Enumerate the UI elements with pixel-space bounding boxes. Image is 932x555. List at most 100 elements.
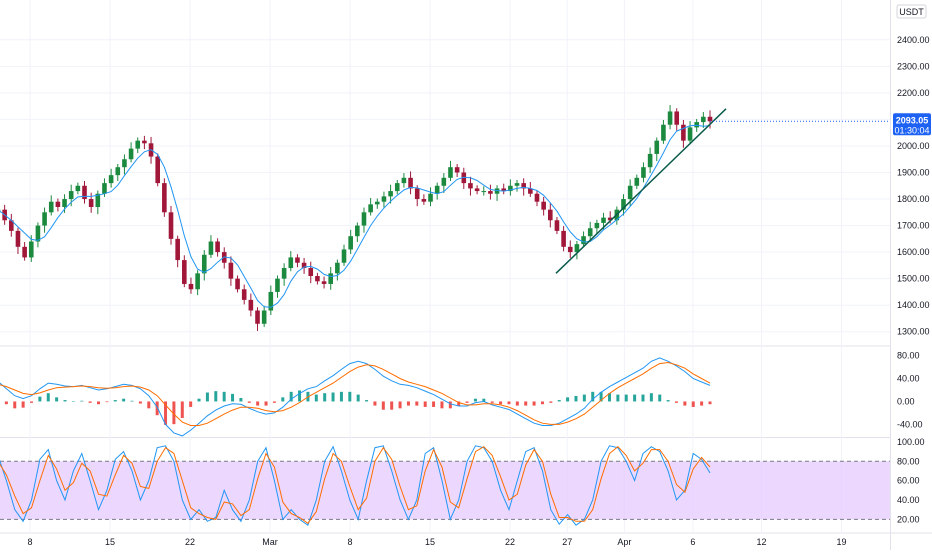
macd-histogram-bar — [64, 400, 67, 401]
time-tick-label: 22 — [185, 537, 195, 547]
stochastic-band — [0, 461, 890, 519]
candle-up — [135, 141, 140, 149]
macd-histogram-bar — [373, 401, 376, 405]
price-axis[interactable]: 2400.002300.002200.002100.002000.001900.… — [897, 35, 930, 525]
candle-up — [29, 242, 34, 258]
macd-histogram-bar — [256, 401, 259, 405]
macd-tick-label: 0.00 — [897, 396, 915, 406]
candle-up — [342, 249, 347, 262]
candle-up — [355, 226, 360, 237]
candle-up — [694, 122, 699, 127]
candle-up — [49, 202, 54, 213]
price-tick-label: 1700.00 — [897, 221, 930, 231]
candle-down — [229, 263, 234, 279]
macd-histogram-bar — [189, 401, 192, 407]
macd-histogram-bar — [181, 401, 184, 418]
macd-histogram-bar — [22, 401, 25, 407]
candle-down — [541, 202, 546, 210]
macd-histogram-bar — [474, 399, 477, 402]
macd-histogram-bar — [80, 401, 83, 402]
candle-up — [402, 178, 407, 183]
candle-up — [42, 212, 47, 225]
candle-down — [561, 231, 566, 247]
time-tick-label: 15 — [105, 537, 115, 547]
macd-histogram-bar — [709, 401, 712, 404]
candle-up — [688, 127, 693, 140]
candle-down — [249, 300, 254, 311]
candle-up — [382, 196, 387, 201]
macd-histogram-bar — [114, 400, 117, 401]
macd-pane[interactable] — [0, 358, 712, 436]
candle-down — [82, 186, 87, 199]
candle-down — [322, 281, 327, 284]
macd-histogram-bar — [139, 401, 142, 403]
macd-histogram-bar — [625, 395, 628, 402]
candle-up — [641, 167, 646, 178]
time-tick-label: 15 — [425, 537, 435, 547]
candle-down — [548, 210, 553, 221]
candle-up — [442, 178, 447, 186]
candle-up — [288, 257, 293, 268]
price-pane[interactable] — [0, 105, 890, 331]
candle-down — [16, 231, 21, 247]
macd-histogram-bar — [549, 401, 552, 402]
macd-histogram-bar — [533, 401, 536, 405]
time-tick-label: 8 — [27, 537, 32, 547]
macd-histogram-bar — [348, 392, 351, 402]
candle-down — [681, 125, 686, 141]
macd-histogram-bar — [700, 401, 703, 405]
candle-up — [328, 273, 333, 284]
macd-histogram-bar — [30, 401, 33, 402]
macd-histogram-bar — [499, 401, 502, 404]
candle-up — [581, 236, 586, 244]
macd-histogram-bar — [340, 392, 343, 402]
macd-histogram-bar — [399, 401, 402, 408]
candle-up — [195, 273, 200, 289]
candle-up — [395, 183, 400, 191]
stoch-pane[interactable] — [0, 446, 890, 525]
candle-countdown: 01:30:04 — [894, 125, 929, 135]
candle-up — [588, 228, 593, 236]
macd-histogram-bar — [449, 401, 452, 408]
macd-line — [0, 358, 710, 436]
candle-down — [189, 284, 194, 289]
candle-down — [455, 167, 460, 172]
macd-histogram-bar — [72, 401, 75, 402]
macd-histogram-bar — [231, 394, 234, 402]
macd-histogram-bar — [424, 401, 427, 407]
current-price-tag: 2093.05 01:30:04 — [893, 113, 931, 135]
candle-down — [235, 279, 240, 290]
candle-down — [242, 289, 247, 300]
time-tick-label: Mar — [262, 537, 278, 547]
candle-up — [428, 194, 433, 202]
candle-up — [388, 191, 393, 196]
candle-up — [435, 186, 440, 194]
macd-histogram-bar — [407, 401, 410, 405]
macd-histogram-bar — [667, 400, 670, 401]
candle-down — [475, 188, 480, 191]
macd-histogram-bar — [415, 401, 418, 405]
candle-down — [169, 212, 174, 239]
price-tick-label: 2400.00 — [897, 35, 930, 45]
candle-up — [448, 167, 453, 178]
macd-histogram-bar — [683, 401, 686, 405]
stoch-tick-label: 20.00 — [897, 514, 920, 524]
candle-down — [422, 199, 427, 202]
candle-down — [142, 141, 147, 144]
macd-histogram-bar — [131, 401, 134, 402]
current-price-value: 2093.05 — [896, 115, 929, 125]
candle-up — [654, 141, 659, 154]
candle-down — [175, 239, 180, 260]
candle-down — [568, 247, 573, 252]
candle-up — [668, 111, 673, 124]
candle-up — [109, 175, 114, 183]
price-tick-label: 1500.00 — [897, 274, 930, 284]
macd-histogram-bar — [239, 398, 242, 401]
candle-up — [69, 191, 74, 199]
candle-down — [182, 260, 187, 284]
time-tick-label: 22 — [505, 537, 515, 547]
candle-up — [129, 149, 134, 160]
